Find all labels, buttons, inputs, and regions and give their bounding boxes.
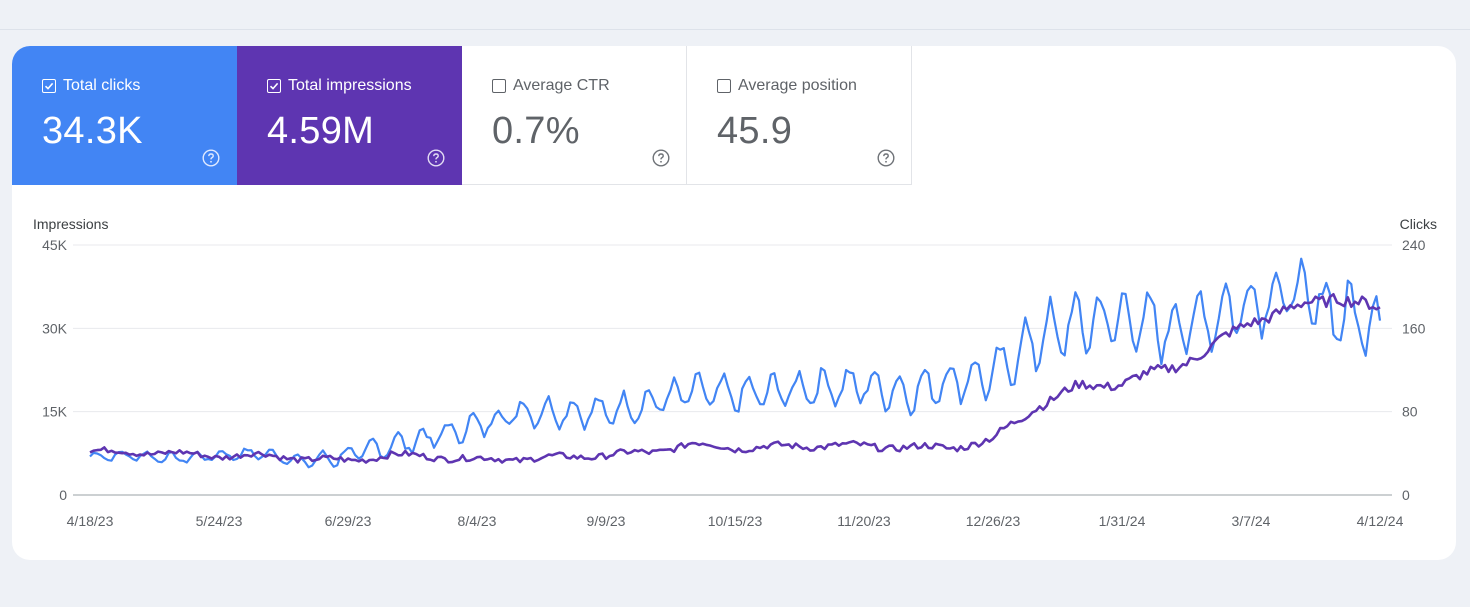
x-tick-label: 9/9/23	[587, 513, 626, 529]
x-tick-label: 11/20/23	[837, 513, 891, 529]
metric-value: 45.9	[717, 110, 793, 152]
checkbox-unchecked-icon[interactable]	[492, 79, 506, 93]
x-tick-label: 1/31/24	[1099, 513, 1146, 529]
performance-card: Total clicks 34.3K Total impressions 4.5…	[12, 46, 1456, 560]
x-tick-label: 4/18/23	[67, 513, 114, 529]
checkbox-checked-icon[interactable]	[267, 79, 281, 93]
right-tick-label: 0	[1402, 487, 1410, 503]
right-tick-label: 240	[1402, 237, 1426, 253]
metric-tile-average-ctr[interactable]: Average CTR 0.7%	[462, 46, 687, 185]
x-tick-label: 6/29/23	[325, 513, 372, 529]
x-axis-ticks: 4/18/23 5/24/23 6/29/23 8/4/23 9/9/23 10/15/2…	[67, 513, 1404, 529]
metric-tile-total-clicks[interactable]: Total clicks 34.3K	[12, 46, 237, 185]
x-tick-label: 4/12/24	[1357, 513, 1404, 529]
metric-tile-total-impressions[interactable]: Total impressions 4.59M	[237, 46, 462, 185]
metric-tile-header: Total impressions	[267, 77, 412, 95]
metric-label: Average CTR	[513, 77, 610, 94]
left-tick-label: 15K	[42, 404, 68, 420]
metric-tile-header: Average position	[717, 77, 857, 95]
metric-value: 0.7%	[492, 110, 580, 152]
metric-tile-header: Average CTR	[492, 77, 610, 95]
metric-value: 4.59M	[267, 110, 375, 152]
chart-lines	[89, 257, 1382, 469]
metric-tile-header: Total clicks	[42, 77, 140, 95]
x-tick-label: 5/24/23	[196, 513, 243, 529]
x-tick-label: 3/7/24	[1232, 513, 1271, 529]
metric-tiles: Total clicks 34.3K Total impressions 4.5…	[12, 46, 912, 185]
checkbox-unchecked-icon[interactable]	[717, 79, 731, 93]
metric-label: Total clicks	[63, 77, 141, 94]
x-tick-label: 10/15/23	[708, 513, 763, 529]
checkbox-checked-icon[interactable]	[42, 79, 56, 93]
left-tick-label: 0	[59, 487, 67, 503]
metric-tile-average-position[interactable]: Average position 45.9	[687, 46, 912, 185]
x-tick-label: 12/26/23	[966, 513, 1021, 529]
help-icon[interactable]	[202, 149, 220, 167]
metric-label: Total impressions	[288, 77, 412, 94]
left-axis-ticks: 0 15K 30K 45K	[42, 237, 68, 503]
x-tick-label: 8/4/23	[458, 513, 497, 529]
metric-label: Average position	[738, 77, 857, 94]
help-icon[interactable]	[427, 149, 445, 167]
impressions-series-line	[89, 293, 1381, 464]
left-tick-label: 45K	[42, 237, 68, 253]
clicks-series-line	[89, 257, 1382, 469]
right-tick-label: 80	[1402, 404, 1418, 420]
left-axis-label: Impressions	[33, 216, 108, 232]
right-axis-ticks: 0 80 160 240	[1402, 237, 1426, 503]
metric-value: 34.3K	[42, 110, 143, 152]
top-divider	[0, 29, 1470, 30]
chart-axis-labels: Impressions Clicks	[33, 216, 1437, 232]
chart-gridlines	[73, 244, 1392, 496]
help-icon[interactable]	[652, 149, 670, 167]
right-axis-label: Clicks	[1400, 216, 1437, 232]
help-icon[interactable]	[877, 149, 895, 167]
right-tick-label: 160	[1402, 320, 1426, 336]
left-tick-label: 30K	[42, 320, 68, 336]
